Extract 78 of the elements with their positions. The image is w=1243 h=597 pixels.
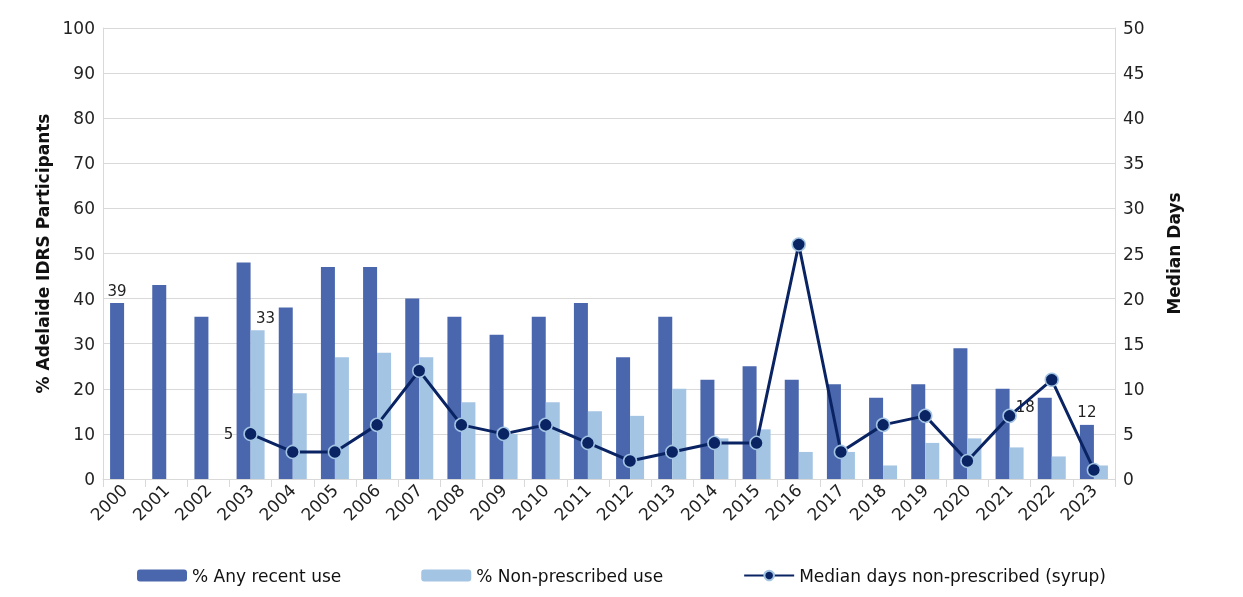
point — [538, 417, 553, 433]
point — [327, 444, 343, 460]
y2-tick-label: 10 — [1123, 378, 1145, 399]
bar — [658, 316, 673, 479]
bar — [1051, 456, 1066, 479]
y2-tick-label: 25 — [1123, 243, 1145, 264]
bar — [405, 298, 420, 479]
point — [285, 444, 300, 460]
point — [622, 453, 638, 469]
y-tick-label: 40 — [73, 288, 95, 309]
y-tick-label: 70 — [73, 153, 95, 174]
y2-tick-label: 45 — [1123, 63, 1145, 84]
bar — [869, 397, 884, 479]
point — [918, 408, 933, 424]
bar — [1009, 447, 1024, 479]
y-tick-label: 20 — [73, 378, 95, 399]
bar — [194, 316, 209, 479]
bar — [531, 316, 546, 479]
point — [454, 417, 469, 433]
y-tick-label: 10 — [73, 423, 95, 444]
y-tick-label: 80 — [73, 108, 95, 129]
point — [833, 444, 849, 460]
y2-tick-label: 35 — [1123, 153, 1145, 174]
bar — [883, 465, 898, 479]
legend-label: % Non-prescribed use — [476, 565, 664, 586]
y-tick-label: 60 — [73, 198, 95, 219]
point — [369, 417, 385, 433]
bar — [911, 384, 926, 479]
bar — [784, 379, 799, 479]
y2-tick-label: 40 — [1123, 108, 1145, 129]
data-label: 39 — [107, 281, 127, 300]
bar — [742, 366, 757, 479]
data-label: 12 — [1077, 403, 1097, 422]
y2-axis-title: Median Days — [1163, 192, 1184, 315]
point — [875, 417, 891, 433]
bar — [700, 379, 715, 479]
legend-label: Median days non-prescribed (syrup) — [799, 565, 1106, 586]
data-label: 5 — [223, 424, 234, 443]
bar — [236, 262, 251, 479]
y2-tick-label: 30 — [1123, 198, 1145, 219]
point — [243, 426, 258, 442]
y2-tick-label: 5 — [1123, 423, 1134, 444]
data-label: 33 — [256, 308, 276, 327]
y2-tick-label: 15 — [1123, 333, 1145, 354]
legend-label: % Any recent use — [192, 565, 342, 586]
y2-tick-label: 0 — [1123, 469, 1134, 489]
point — [496, 426, 511, 442]
y-axis-title: % Adelaide IDRS Participants — [33, 113, 54, 394]
y2-tick-label: 20 — [1123, 288, 1145, 309]
point — [1044, 372, 1059, 388]
point — [791, 237, 806, 252]
y2-tick-label: 50 — [1123, 18, 1145, 38]
bar — [489, 334, 504, 479]
bar — [447, 316, 462, 479]
point — [1002, 408, 1017, 424]
point — [665, 444, 680, 460]
bar — [798, 451, 813, 479]
y-tick-label: 100 — [62, 18, 95, 38]
point — [1086, 462, 1102, 478]
bar — [1037, 397, 1052, 479]
point — [749, 435, 764, 451]
point — [960, 453, 975, 469]
bar — [925, 442, 940, 479]
y-tick-label: 90 — [73, 63, 95, 84]
bar — [573, 303, 588, 479]
point — [707, 435, 722, 451]
y-tick-label: 30 — [73, 333, 95, 354]
bar — [953, 348, 968, 479]
bar — [110, 303, 125, 479]
bar — [152, 285, 167, 479]
point — [580, 435, 596, 451]
point — [412, 363, 427, 379]
bar — [616, 357, 631, 479]
bar — [363, 267, 378, 479]
y-tick-label: 50 — [73, 243, 95, 264]
bar — [278, 307, 293, 479]
bar — [320, 267, 335, 479]
y-tick-label: 0 — [84, 469, 95, 489]
